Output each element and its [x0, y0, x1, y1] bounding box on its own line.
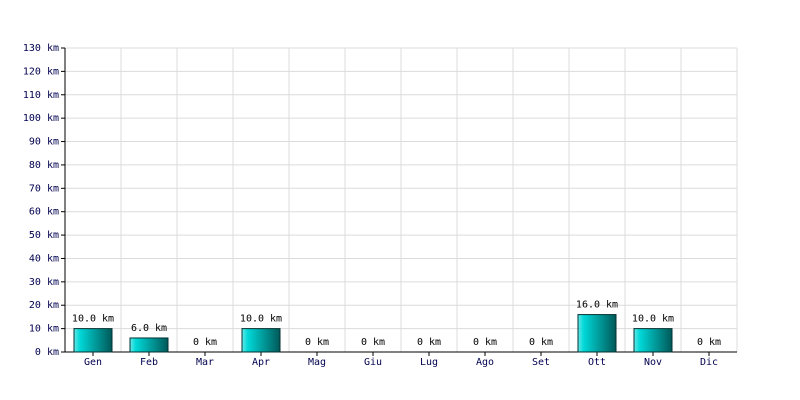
value-label: 6.0 km — [131, 323, 167, 334]
x-tick-label: Ago — [476, 357, 494, 368]
y-tick-label: 40 km — [29, 253, 59, 264]
value-label: 10.0 km — [632, 314, 674, 325]
bar — [241, 328, 281, 353]
x-tick-label: Set — [532, 357, 550, 368]
y-tick-label: 10 km — [29, 324, 59, 335]
y-tick-label: 30 km — [29, 277, 59, 288]
y-tick-label: 60 km — [29, 207, 59, 218]
value-label: 0 km — [305, 337, 329, 348]
bar — [73, 328, 113, 353]
x-tick-label: Gen — [84, 357, 102, 368]
y-tick-label: 70 km — [29, 183, 59, 194]
y-tick-label: 90 km — [29, 137, 59, 148]
bar — [633, 328, 673, 353]
x-tick-label: Nov — [644, 357, 662, 368]
x-tick-label: Feb — [140, 357, 158, 368]
x-tick-label: Lug — [420, 357, 438, 368]
value-label: 16.0 km — [576, 300, 618, 311]
y-tick-label: 50 km — [29, 230, 59, 241]
y-tick-label: 20 km — [29, 300, 59, 311]
x-tick-label: Mar — [196, 357, 214, 368]
y-tick-label: 0 km — [35, 347, 59, 358]
value-label: 10.0 km — [72, 314, 114, 325]
value-label: 0 km — [361, 337, 385, 348]
value-label: 0 km — [193, 337, 217, 348]
x-tick-label: Giu — [364, 357, 382, 368]
value-label: 10.0 km — [240, 314, 282, 325]
y-tick-label: 80 km — [29, 160, 59, 171]
y-tick-label: 130 km — [23, 43, 59, 54]
x-tick-label: Ott — [588, 357, 606, 368]
value-label: 0 km — [697, 337, 721, 348]
value-label: 0 km — [473, 337, 497, 348]
y-tick-label: 100 km — [23, 113, 59, 124]
value-label: 0 km — [417, 337, 441, 348]
x-tick-label: Mag — [308, 357, 326, 368]
y-tick-label: 120 km — [23, 66, 59, 77]
bar — [577, 314, 617, 353]
y-tick-label: 110 km — [23, 90, 59, 101]
value-label: 0 km — [529, 337, 553, 348]
bar — [129, 337, 169, 353]
x-tick-label: Dic — [700, 357, 718, 368]
x-tick-label: Apr — [252, 357, 270, 368]
